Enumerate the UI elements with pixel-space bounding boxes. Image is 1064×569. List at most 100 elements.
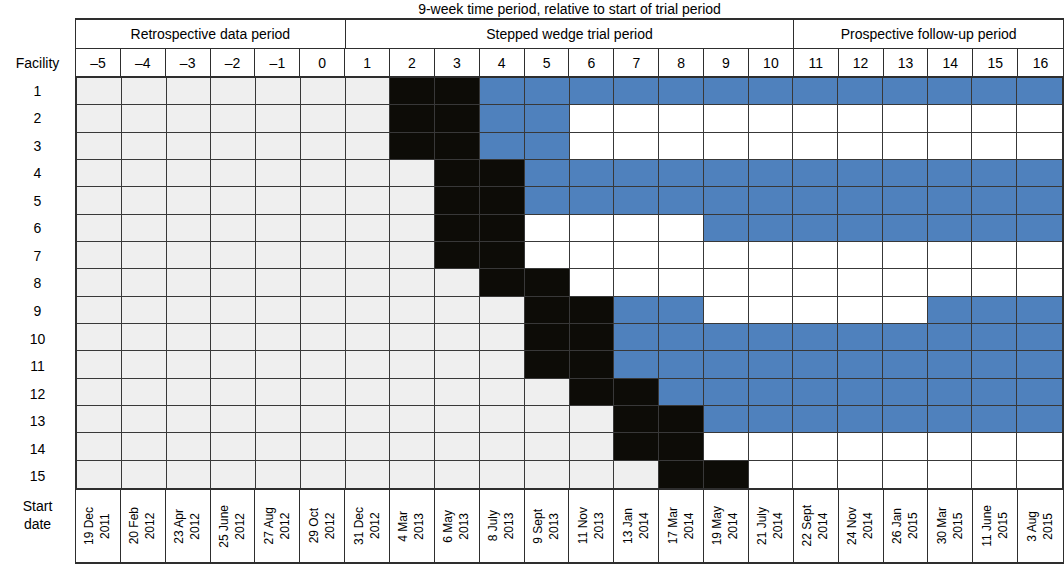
grid-cell-facility8-period-2 (211, 269, 256, 296)
start-date-text-7: 4 Mar2013 (396, 511, 427, 542)
grid-cell-facility5-period9 (704, 187, 749, 214)
grid-cell-facility4-period15 (972, 160, 1017, 187)
grid-cell-facility9-period11 (793, 297, 838, 324)
grid-cell-facility5-period10 (749, 187, 794, 214)
grid-cell-facility15-period1 (346, 461, 391, 488)
grid-cell-facility11-period5 (525, 351, 570, 378)
grid-body-row: 123456789101112131415 (0, 77, 1064, 490)
grid-cell-facility6-period2 (390, 215, 435, 242)
start-date-cell-3: 25 June2012 (211, 490, 256, 562)
grid-cell-facility11-period4 (480, 351, 525, 378)
start-date-text-18: 26 Jan2015 (890, 508, 921, 544)
grid-cell-facility4-period-3 (167, 160, 212, 187)
grid-cell-facility9-period9 (704, 297, 749, 324)
grid-cell-facility4-period-5 (77, 160, 122, 187)
grid-cell-facility10-period11 (793, 324, 838, 351)
grid-cell-facility3-period4 (480, 133, 525, 160)
start-date-cell-18: 26 Jan2015 (884, 490, 929, 562)
grid-cell-facility4-period1 (346, 160, 391, 187)
grid-cell-facility12-period0 (301, 379, 346, 406)
grid-cell-facility11-period11 (793, 351, 838, 378)
grid-cell-facility8-period9 (704, 269, 749, 296)
grid-cell-facility1-period-1 (256, 78, 301, 105)
grid-cell-facility15-period14 (928, 461, 973, 488)
grid-cell-facility12-period9 (704, 379, 749, 406)
grid-cell-facility2-period-1 (256, 105, 301, 132)
grid-cell-facility1-period11 (793, 78, 838, 105)
group-row-gutter (0, 18, 75, 48)
grid-cell-facility4-period11 (793, 160, 838, 187)
grid-cell-facility11-period3 (435, 351, 480, 378)
grid-cell-facility13-period12 (838, 406, 883, 433)
grid-cell-facility5-period-5 (77, 187, 122, 214)
grid-cell-facility7-period-1 (256, 242, 301, 269)
grid-cell-facility4-period-1 (256, 160, 301, 187)
grid-cell-facility8-period-4 (122, 269, 167, 296)
grid-cell-facility15-period11 (793, 461, 838, 488)
grid-cell-facility8-period6 (570, 269, 615, 296)
grid-cell-facility10-period6 (570, 324, 615, 351)
grid-cell-facility4-period5 (525, 160, 570, 187)
start-date-text-3: 25 June2012 (217, 505, 248, 548)
grid-cell-facility5-period5 (525, 187, 570, 214)
grid-cell-facility8-period2 (390, 269, 435, 296)
period-header-12: 7 (614, 49, 659, 76)
grid-cell-facility12-period4 (480, 379, 525, 406)
grid-cell-facility14-period4 (480, 433, 525, 460)
grid-cell-facility9-period12 (838, 297, 883, 324)
grid-cell-facility7-period-2 (211, 242, 256, 269)
grid-cell-facility3-period13 (883, 133, 928, 160)
grid-cell-facility3-period6 (570, 133, 615, 160)
start-date-text-11: 11 Nov2013 (576, 507, 607, 544)
chart-title: 9-week time period, relative to start of… (0, 0, 1064, 18)
grid-cell-facility14-period10 (749, 433, 794, 460)
grid-cell-facility1-period9 (704, 78, 749, 105)
grid-cell-facility12-period10 (749, 379, 794, 406)
period-group-header-row: Retrospective data periodStepped wedge t… (0, 18, 1064, 48)
grid-cell-facility8-period16 (1017, 269, 1062, 296)
grid-cell-facility3-period9 (704, 133, 749, 160)
grid-cell-facility2-period14 (928, 105, 973, 132)
grid-cell-facility4-period10 (749, 160, 794, 187)
grid-cell-facility5-period8 (659, 187, 704, 214)
grid-cell-facility6-period4 (480, 215, 525, 242)
start-date-text-13: 17 Mar2014 (666, 507, 697, 544)
grid-cell-facility5-period6 (570, 187, 615, 214)
grid-cell-facility7-period6 (570, 242, 615, 269)
grid-cell-facility3-period-1 (256, 133, 301, 160)
grid-cell-facility14-period9 (704, 433, 749, 460)
facility-label-7: 7 (0, 242, 75, 270)
grid-cell-facility4-period-2 (211, 160, 256, 187)
grid-cell-facility1-period5 (525, 78, 570, 105)
grid-cell-facility9-period-2 (211, 297, 256, 324)
grid-cell-facility6-period-2 (211, 215, 256, 242)
grid-cell-facility11-period7 (614, 351, 659, 378)
period-header-9: 4 (480, 49, 525, 76)
facility-label-2: 2 (0, 105, 75, 133)
grid-cell-facility2-period6 (570, 105, 615, 132)
start-date-cell-12: 13 Jan2014 (614, 490, 659, 562)
grid-cell-facility7-period-4 (122, 242, 167, 269)
period-header-15: 10 (749, 49, 794, 76)
grid-cell-facility1-period2 (390, 78, 435, 105)
start-date-cell-21: 3 Aug2015 (1018, 490, 1063, 562)
start-date-cell-4: 27 Aug2012 (255, 490, 300, 562)
grid-cell-facility7-period12 (838, 242, 883, 269)
grid-cell-facility7-period10 (749, 242, 794, 269)
grid-cell-facility12-period14 (928, 379, 973, 406)
grid-cell-facility13-period15 (972, 406, 1017, 433)
facility-label-6: 6 (0, 215, 75, 243)
grid-cell-facility13-period7 (614, 406, 659, 433)
grid-cell-facility3-period8 (659, 133, 704, 160)
start-date-text-14: 19 May2014 (710, 506, 741, 545)
grid-cell-facility10-period4 (480, 324, 525, 351)
grid-cell-facility12-period-3 (167, 379, 212, 406)
start-date-cell-2: 23 Apr2012 (166, 490, 211, 562)
facility-label-5: 5 (0, 187, 75, 215)
grid-cell-facility8-period11 (793, 269, 838, 296)
grid-cell-facility2-period1 (346, 105, 391, 132)
grid-cell-facility2-period-5 (77, 105, 122, 132)
grid-cell-facility14-period-2 (211, 433, 256, 460)
grid-cell-facility13-period16 (1017, 406, 1062, 433)
grid-cell-facility9-period13 (883, 297, 928, 324)
